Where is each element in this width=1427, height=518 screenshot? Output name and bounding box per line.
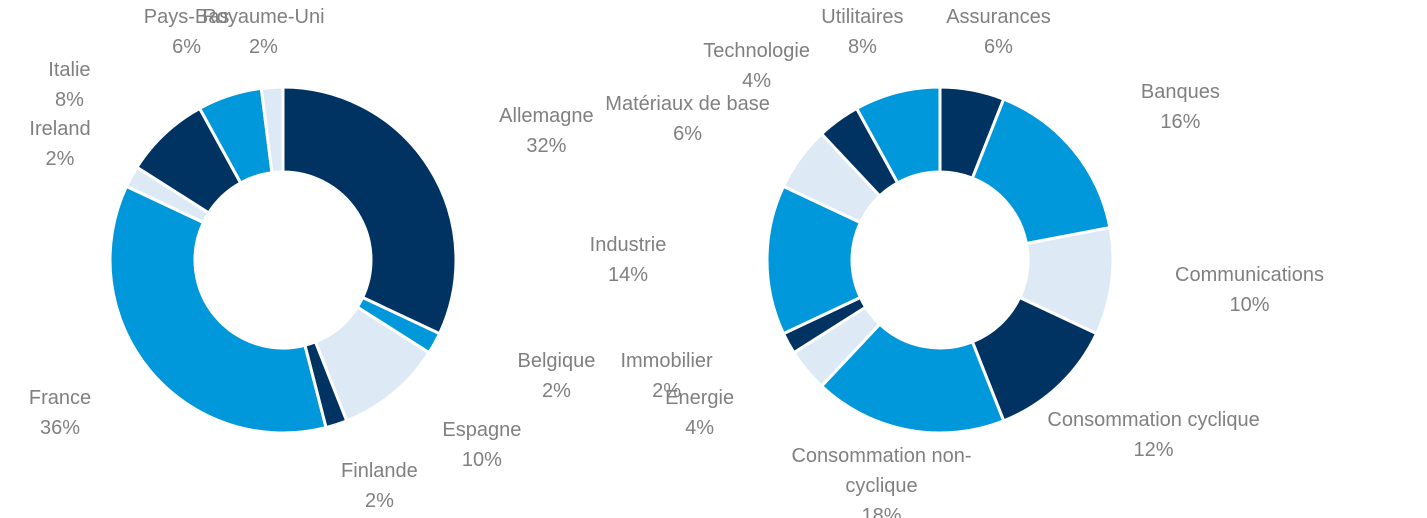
label-value: 6% (172, 36, 202, 58)
label-name: Consommation non-cyclique (791, 445, 972, 497)
data-label: Utilitaires 8% (821, 2, 903, 62)
label-value: 8% (847, 36, 877, 58)
donut-slice (281, 85, 458, 336)
label-value: 2% (652, 379, 682, 402)
data-label: Finlande 2% (341, 456, 418, 516)
label-name: Belgique (517, 349, 596, 372)
label-value: 18% (861, 505, 902, 518)
label-name: Italie (48, 59, 91, 82)
label-name: Communications (1175, 264, 1325, 287)
label-value: 4% (742, 69, 772, 92)
label-value: 6% (984, 36, 1013, 58)
label-value: 16% (1160, 111, 1201, 134)
label-name: Finlande (341, 460, 418, 482)
label-value: 8% (54, 89, 84, 112)
label-name: Pays-Bas (143, 6, 230, 28)
donut-slice (854, 85, 942, 185)
data-label: Technologie 4% (703, 36, 810, 96)
label-name: Assurances (946, 6, 1051, 28)
label-value: 4% (685, 416, 715, 439)
label-name: Energie (665, 386, 735, 409)
label-name: Espagne (442, 418, 522, 441)
data-label: France 36% (29, 383, 91, 443)
label-value: 2% (248, 36, 278, 58)
label-value: 2% (541, 379, 571, 402)
label-value: 2% (45, 148, 75, 171)
donut-slice (259, 85, 285, 175)
data-label: Allemagne 32% (499, 101, 594, 161)
data-label: Italie 8% (48, 55, 90, 115)
label-name: Matériaux de base (605, 92, 770, 115)
label-name: Immobilier (620, 349, 713, 372)
label-name: Royaume-Uni (202, 6, 325, 28)
data-label: Immobilier 2% (620, 346, 712, 406)
donut-slice (108, 184, 328, 435)
label-value: 32% (526, 135, 567, 158)
data-label: Pays-Bas 6% (144, 2, 230, 62)
data-label: Belgique 2% (517, 346, 595, 406)
label-value: 14% (607, 264, 649, 286)
donut-slice (819, 322, 1006, 435)
data-label: Consommation cyclique 12% (1047, 405, 1259, 465)
label-name: Consommation cyclique (1047, 408, 1260, 431)
label-value: 36% (39, 416, 81, 439)
data-label: Consommation non-cyclique 18% (759, 441, 1004, 518)
label-name: Banques (1140, 81, 1220, 104)
label-name: Technologie (703, 39, 810, 62)
label-value: 10% (461, 448, 502, 471)
label-name: Utilitaires (821, 6, 904, 28)
label-value: 2% (364, 490, 394, 512)
data-label: Energie 4% (665, 383, 734, 443)
label-name: France (28, 386, 92, 409)
data-label: Royaume-Uni 2% (202, 2, 324, 62)
data-label: Ireland 2% (29, 114, 90, 174)
data-label: Assurances 6% (946, 2, 1051, 62)
data-label: Matériaux de base 6% (605, 89, 770, 149)
label-name: Ireland (29, 118, 91, 141)
data-label: Communications 10% (1175, 260, 1324, 320)
label-name: Industrie (589, 234, 667, 256)
label-value: 6% (673, 122, 703, 145)
data-label: Industrie 14% (590, 230, 667, 290)
label-value: 10% (1229, 294, 1270, 317)
label-name: Allemagne (499, 105, 594, 128)
data-label: Espagne 10% (442, 415, 521, 475)
data-label: Banques 16% (1141, 77, 1220, 137)
label-value: 12% (1133, 438, 1174, 461)
